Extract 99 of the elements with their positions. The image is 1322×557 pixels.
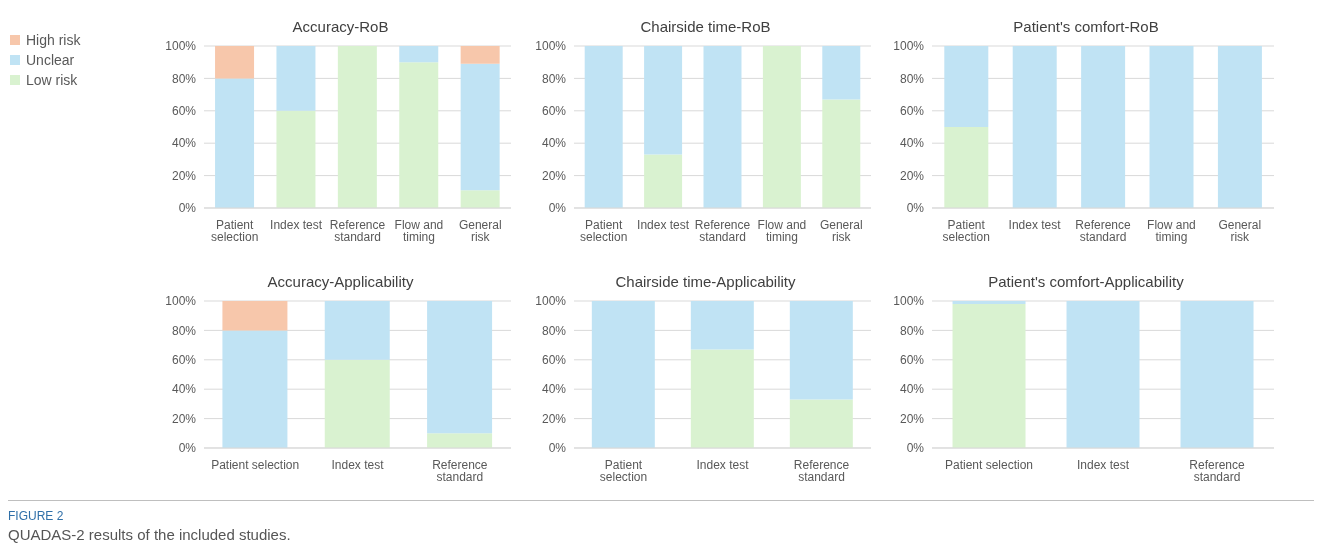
y-tick-label: 20% — [541, 168, 567, 183]
x-tick-label: Patient selection — [944, 457, 1034, 472]
x-tick-label: Index test — [1008, 217, 1062, 232]
y-tick-label: 0% — [178, 441, 197, 456]
bar — [276, 110, 316, 208]
x-tick-label: Index test — [270, 217, 323, 232]
y-tick-label: 100% — [165, 39, 197, 54]
x-tick-label: Patient selection — [599, 457, 648, 484]
x-tick-label: General risk — [458, 217, 502, 244]
bar — [427, 433, 493, 448]
y-tick-label: 80% — [171, 323, 197, 338]
x-tick-label: Index test — [1076, 457, 1130, 472]
chart-title: Patient's comfort-RoB — [1012, 18, 1160, 37]
y-tick-label: 40% — [541, 382, 567, 397]
y-tick-label: 60% — [899, 353, 925, 368]
y-tick-label: 60% — [541, 353, 567, 368]
x-tick-label: Index test — [331, 457, 385, 472]
bar — [822, 46, 861, 100]
bar — [644, 154, 683, 208]
y-tick-label: 40% — [541, 136, 567, 151]
bar — [215, 46, 255, 79]
x-tick-label: Patient selection — [211, 217, 259, 244]
bar — [690, 349, 754, 448]
y-tick-label: 100% — [165, 294, 197, 309]
bar — [427, 301, 493, 434]
x-tick-label: Reference standard — [1075, 217, 1131, 244]
y-tick-label: 40% — [171, 136, 197, 151]
legend-label: High risk — [26, 32, 81, 48]
y-tick-label: 100% — [535, 294, 567, 309]
y-tick-label: 0% — [906, 201, 925, 216]
x-tick-label: Flow and timing — [757, 217, 807, 244]
bar — [324, 301, 390, 360]
y-tick-label: 0% — [548, 441, 567, 456]
chart-title: Chairside time-RoB — [639, 18, 772, 37]
bar — [584, 46, 623, 208]
bar — [460, 190, 500, 208]
y-tick-label: 20% — [899, 168, 925, 183]
x-tick-label: Index test — [637, 217, 690, 232]
bar — [644, 46, 683, 155]
caption: FIGURE 2 — [8, 509, 65, 523]
x-tick-label: Reference standard — [329, 217, 386, 244]
y-tick-label: 20% — [541, 411, 567, 426]
chart-title: Accuracy-RoB — [291, 18, 390, 37]
legend-label: Low risk — [26, 72, 78, 88]
y-tick-label: 40% — [899, 382, 925, 397]
bar — [460, 63, 500, 191]
bar — [222, 301, 288, 331]
x-tick-label: General risk — [819, 217, 863, 244]
bar — [789, 399, 853, 448]
y-tick-label: 80% — [171, 71, 197, 86]
x-tick-label: Patient selection — [211, 457, 300, 472]
bar — [276, 46, 316, 111]
x-tick-label: Reference standard — [432, 457, 488, 484]
y-tick-label: 0% — [178, 201, 197, 216]
y-tick-label: 60% — [899, 104, 925, 119]
y-tick-label: 20% — [899, 411, 925, 426]
y-tick-label: 40% — [171, 382, 197, 397]
bar — [690, 301, 754, 350]
x-tick-label: Flow and timing — [1147, 217, 1196, 244]
y-tick-label: 60% — [541, 104, 567, 119]
bar — [324, 359, 390, 448]
y-tick-label: 80% — [899, 323, 925, 338]
bar — [591, 301, 655, 448]
chart-title: Patient's comfort-Applicability — [987, 273, 1185, 292]
bar — [337, 46, 377, 208]
x-tick-label: Index test — [696, 457, 750, 472]
x-tick-label: General risk — [1218, 217, 1262, 244]
y-tick-label: 80% — [899, 71, 925, 86]
bar — [822, 99, 861, 208]
bar — [762, 46, 801, 208]
x-tick-label: Flow and timing — [394, 217, 444, 244]
x-tick-label: Patient selection — [942, 217, 990, 244]
x-tick-label: Reference standard — [694, 217, 751, 244]
bar — [222, 330, 288, 448]
y-tick-label: 100% — [893, 39, 925, 54]
bar — [399, 62, 439, 208]
y-tick-label: 20% — [171, 411, 197, 426]
y-tick-label: 80% — [541, 71, 567, 86]
y-tick-label: 60% — [171, 104, 197, 119]
y-tick-label: 20% — [171, 168, 197, 183]
y-tick-label: 40% — [899, 136, 925, 151]
x-tick-label: Reference standard — [793, 457, 850, 484]
chart-title: Accuracy-Applicability — [266, 273, 415, 292]
y-tick-label: 0% — [906, 441, 925, 456]
bar — [789, 301, 853, 400]
bar — [703, 46, 742, 208]
bar — [460, 46, 500, 64]
x-tick-label: Patient selection — [580, 217, 628, 244]
text: QUADAS-2 results of the included studies. — [8, 526, 292, 543]
y-tick-label: 80% — [541, 323, 567, 338]
chart-title: Chairside time-Applicability — [614, 273, 797, 292]
y-tick-label: 100% — [535, 39, 567, 54]
y-tick-label: 0% — [548, 201, 567, 216]
bar — [399, 46, 439, 63]
y-tick-label: 100% — [893, 294, 925, 309]
y-tick-label: 60% — [171, 353, 197, 368]
bar — [215, 78, 255, 208]
legend-label: Unclear — [26, 52, 75, 68]
x-tick-label: Reference standard — [1189, 457, 1245, 484]
